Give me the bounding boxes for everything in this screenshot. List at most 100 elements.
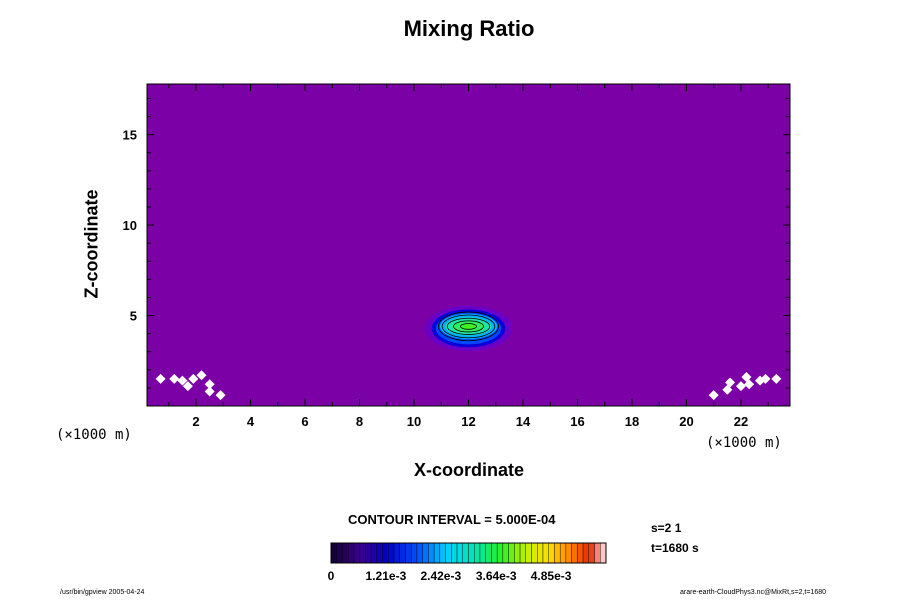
missing-cell-7 [204, 379, 215, 390]
colorbar-cell [405, 542, 412, 564]
colorbar-cell [347, 542, 355, 564]
colorbar-cell [433, 542, 441, 564]
colorbar-cell [370, 542, 378, 564]
y-axis-label: Z-coordinate [81, 189, 102, 299]
colorbar-label: 3.64e-3 [476, 569, 517, 583]
colorbar-cell [588, 542, 595, 564]
colorbar-cell [582, 542, 590, 564]
x-tick-label: 22 [734, 414, 748, 429]
colorbar-cell [456, 542, 463, 564]
x-tick-label: 20 [679, 414, 693, 429]
contour-line-2 [441, 314, 496, 339]
colorbar-label: 0 [328, 569, 335, 583]
mixing-ratio-field [424, 305, 513, 352]
contour-line-5 [460, 323, 477, 330]
colorbar-cell [600, 542, 607, 564]
x-tick-label: 18 [625, 414, 639, 429]
colorbar-cell [388, 542, 395, 564]
missing-cell-10 [708, 390, 719, 401]
y-axis-unit: (×1000 m) [56, 427, 132, 443]
y-tick-label: 5 [130, 309, 137, 324]
colorbar-cell [353, 542, 360, 564]
colorbar-cell [565, 542, 572, 564]
colorbar-cell [531, 542, 538, 564]
colorbar-cell [330, 542, 337, 564]
colorbar-label: 4.85e-3 [531, 569, 572, 583]
x-tick-label: 10 [407, 414, 421, 429]
colorbar-cell [336, 542, 343, 564]
x-tick-label: 16 [570, 414, 584, 429]
colorbar-cell [514, 542, 521, 564]
missing-cell-16 [760, 373, 771, 384]
contour-lines [438, 311, 499, 342]
x-tick-label: 4 [247, 414, 255, 429]
missing-cell-5 [182, 381, 193, 392]
contour-line-4 [453, 320, 484, 333]
colorbar-cell [571, 542, 578, 564]
colorbar-cell [428, 542, 435, 564]
x-tick-label: 2 [192, 414, 199, 429]
colorbar-cell [577, 542, 584, 564]
missing-cell-4 [188, 373, 199, 384]
missing-cell-9 [215, 390, 226, 401]
colorbar-cell [542, 542, 549, 564]
colorbar-cell [554, 542, 561, 564]
colorbar-cell [496, 542, 504, 564]
colorbar-cell [502, 542, 509, 564]
contour-line-3 [446, 317, 491, 335]
colorbar-cell [559, 542, 567, 564]
colorbar-cell [422, 542, 429, 564]
colorbar-cell [445, 542, 452, 564]
missing-cell-1 [155, 373, 166, 384]
missing-value-cells [155, 370, 782, 401]
colorbar-cell [594, 542, 601, 564]
colorbar-cell [468, 542, 475, 564]
x-tick-label: 12 [461, 414, 475, 429]
chart-title: Mixing Ratio [403, 16, 535, 41]
colorbar: 0 1.21e-3 2.42e-3 3.64e-3 4.85e-3 [328, 542, 607, 583]
footer-source: arare-earth-CloudPhys3.nc@MixRt,s=2,t=16… [680, 589, 827, 596]
colorbar-cell [508, 542, 515, 564]
colorbar-cell [399, 542, 406, 564]
missing-cell-18 [744, 379, 755, 390]
field-level-7 [459, 323, 478, 330]
colorbar-cell [365, 542, 372, 564]
colorbar-cell [342, 542, 349, 564]
colorbar-cell [359, 542, 366, 564]
colorbar-cell [382, 542, 389, 564]
colorbar-cell [485, 542, 492, 564]
footer-command: /usr/bin/gpview 2005-04-24 [60, 589, 145, 596]
colorbar-cell [474, 542, 481, 564]
colorbar-label: 2.42e-3 [420, 569, 461, 583]
x-axis-label: X-coordinate [413, 460, 524, 480]
missing-cell-12 [725, 377, 736, 388]
x-tick-label: 8 [356, 414, 363, 429]
colorbar-cell [393, 542, 400, 564]
y-axis: 5 10 15 [123, 97, 790, 389]
x-axis: 2 4 6 8 10 12 14 16 18 20 22 [168, 84, 769, 429]
contour-line-1 [438, 311, 499, 342]
x-tick-label: 6 [301, 414, 308, 429]
colorbar-cell [548, 542, 555, 564]
colorbar-cell [451, 542, 458, 564]
s-value-label: s=2 1 [651, 521, 682, 535]
x-tick-label: 14 [516, 414, 531, 429]
colorbar-cell [411, 542, 418, 564]
colorbar-cell [525, 542, 532, 564]
colorbar-cell [376, 542, 383, 564]
colorbar-cell [462, 542, 469, 564]
plot-background [147, 84, 790, 406]
missing-cell-17 [771, 373, 782, 384]
missing-cell-6 [196, 370, 207, 381]
missing-cell-8 [204, 386, 215, 397]
colorbar-cell [479, 542, 486, 564]
colorbar-frame [330, 542, 607, 564]
colorbar-cell [537, 542, 544, 564]
missing-cell-2 [169, 373, 180, 384]
x-axis-unit: (×1000 m) [706, 435, 782, 451]
colorbar-cell [416, 542, 423, 564]
colorbar-label: 1.21e-3 [366, 569, 407, 583]
y-tick-label: 10 [123, 218, 137, 233]
time-value-label: t=1680 s [651, 541, 699, 555]
